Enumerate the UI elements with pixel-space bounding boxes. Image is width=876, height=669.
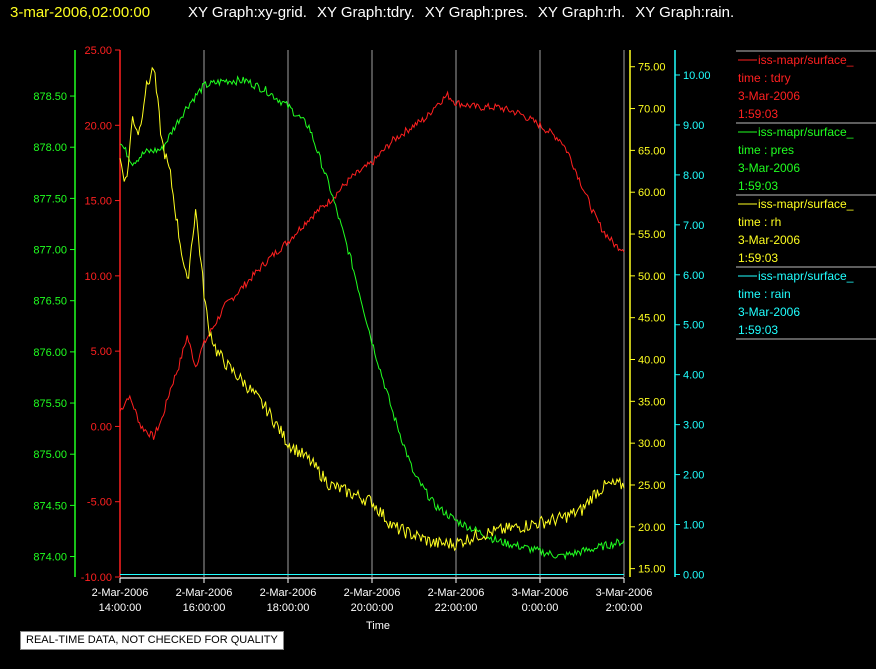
legend-line: time : tdry (738, 71, 791, 85)
humidity-axis: 15.00 20.00 25.00 30.00 35.00 40.00 45.00 50.00… (629, 50, 666, 577)
tdry-tick-label: 5.00 (91, 346, 112, 358)
rain-axis: 0.00 1.00 2.00 3.00 4.00 5.00 6.00 7.00 8.00 9.00… (674, 50, 711, 582)
legend: iss-mapr/surface_time : tdry3-Mar-20061:… (736, 50, 876, 340)
rh-tick-label: 65.00 (638, 145, 666, 157)
rain-tick-label: 3.00 (683, 420, 704, 432)
x-tick-time: 20:00:00 (351, 602, 394, 614)
rh-tick-label: 60.00 (638, 187, 666, 199)
legend-time: 1:59:03 (738, 107, 778, 121)
legend-line: time : rain (738, 287, 791, 301)
rh-tick-label: 25.00 (638, 480, 666, 492)
rh-tick-label: 70.00 (638, 104, 666, 116)
rh-tick-label: 30.00 (638, 438, 666, 450)
pres-tick-label: 876.50 (33, 296, 67, 308)
legend-date: 3-Mar-2006 (738, 305, 800, 319)
series-line-pres (119, 75, 625, 561)
legend-time: 1:59:03 (738, 323, 778, 337)
tdry-tick-label: -5.00 (87, 497, 112, 509)
pres-tick-label: 876.00 (33, 347, 67, 359)
pres-tick-label: 875.50 (33, 398, 67, 410)
tdry-tick-label: -10.00 (81, 572, 112, 584)
pres-tick-label: 877.00 (33, 245, 67, 257)
rh-tick-label: 45.00 (638, 313, 666, 325)
pressure-axis: 874.00 874.50 875.00 875.50 876.00 876.50 877.… (33, 50, 76, 577)
x-tick-date: 2-Mar-2006 (260, 587, 317, 599)
pres-tick-label: 877.50 (33, 193, 67, 205)
rh-tick-label: 55.00 (638, 229, 666, 241)
rain-tick-label: 2.00 (683, 470, 704, 482)
pres-tick-label: 874.00 (33, 552, 67, 564)
x-tick-time: 2:00:00 (606, 602, 643, 614)
x-tick-time: 0:00:00 (522, 602, 559, 614)
x-tick-time: 18:00:00 (267, 602, 310, 614)
tdry-tick-label: 15.00 (84, 196, 112, 208)
rain-tick-label: 4.00 (683, 370, 704, 382)
tdry-tick-label: 20.00 (84, 120, 112, 132)
legend-line: time : pres (738, 143, 794, 157)
legend-time: 1:59:03 (738, 179, 778, 193)
rain-tick-label: 8.00 (683, 170, 704, 182)
rh-tick-label: 15.00 (638, 564, 666, 576)
header-graph-title: XY Graph:xy-grid. (188, 4, 307, 21)
rain-tick-label: 10.00 (683, 70, 711, 82)
rain-tick-label: 0.00 (683, 570, 704, 582)
header-graph-title: XY Graph:pres. (425, 4, 528, 21)
quality-disclaimer: REAL-TIME DATA, NOT CHECKED FOR QUALITY (20, 631, 284, 650)
x-tick-date: 2-Mar-2006 (176, 587, 233, 599)
rh-tick-label: 40.00 (638, 355, 666, 367)
header-graph-title: XY Graph:rain. (635, 4, 734, 21)
x-tick-date: 2-Mar-2006 (428, 587, 485, 599)
tdry-tick-label: 25.00 (84, 45, 112, 57)
series-line-tdry (119, 90, 625, 440)
pres-tick-label: 878.00 (33, 142, 67, 154)
tdry-tick-label: 10.00 (84, 271, 112, 283)
legend-source: iss-mapr/surface_ (758, 53, 854, 67)
rain-tick-label: 1.00 (683, 520, 704, 532)
x-tick-time: 22:00:00 (435, 602, 478, 614)
legend-date: 3-Mar-2006 (738, 161, 800, 175)
pres-tick-label: 878.50 (33, 91, 67, 103)
rh-tick-label: 50.00 (638, 271, 666, 283)
x-tick-time: 14:00:00 (99, 602, 142, 614)
pres-tick-label: 874.50 (33, 500, 67, 512)
x-tick-date: 3-Mar-2006 (596, 587, 653, 599)
rain-tick-label: 9.00 (683, 120, 704, 132)
series-lines (119, 66, 625, 575)
series-line-rh (119, 66, 625, 552)
legend-source: iss-mapr/surface_ (758, 197, 854, 211)
tdry-tick-label: 0.00 (91, 421, 112, 433)
legend-source: iss-mapr/surface_ (758, 125, 854, 139)
rain-tick-label: 5.00 (683, 320, 704, 332)
rain-tick-label: 6.00 (683, 270, 704, 282)
header-graph-titles: XY Graph:xy-grid. XY Graph:tdry. XY Graph:… (188, 4, 734, 21)
legend-date: 3-Mar-2006 (738, 89, 800, 103)
rh-tick-label: 35.00 (638, 396, 666, 408)
rain-tick-label: 7.00 (683, 220, 704, 232)
header-timestamp: 3-mar-2006,02:00:00 (10, 4, 150, 21)
x-tick-date: 2-Mar-2006 (92, 587, 149, 599)
header-graph-title: XY Graph:rh. (538, 4, 625, 21)
plot-grid (203, 50, 625, 577)
legend-line: time : rh (738, 215, 781, 229)
x-tick-date: 2-Mar-2006 (344, 587, 401, 599)
header-graph-title: XY Graph:tdry. (317, 4, 415, 21)
rh-tick-label: 20.00 (638, 522, 666, 534)
temperature-axis: -10.00 -5.00 0.00 5.00 10.00 15.00 20.00 25.00 (81, 45, 121, 584)
time-axis: 2-Mar-2006 14:00:00 2-Mar-2006 16:00:00 2-Ma… (92, 577, 653, 614)
x-tick-time: 16:00:00 (183, 602, 226, 614)
legend-time: 1:59:03 (738, 251, 778, 265)
rh-tick-label: 75.00 (638, 62, 666, 74)
legend-date: 3-Mar-2006 (738, 233, 800, 247)
x-tick-date: 3-Mar-2006 (512, 587, 569, 599)
pres-tick-label: 875.00 (33, 449, 67, 461)
legend-source: iss-mapr/surface_ (758, 269, 854, 283)
x-axis-label: Time (366, 620, 390, 632)
